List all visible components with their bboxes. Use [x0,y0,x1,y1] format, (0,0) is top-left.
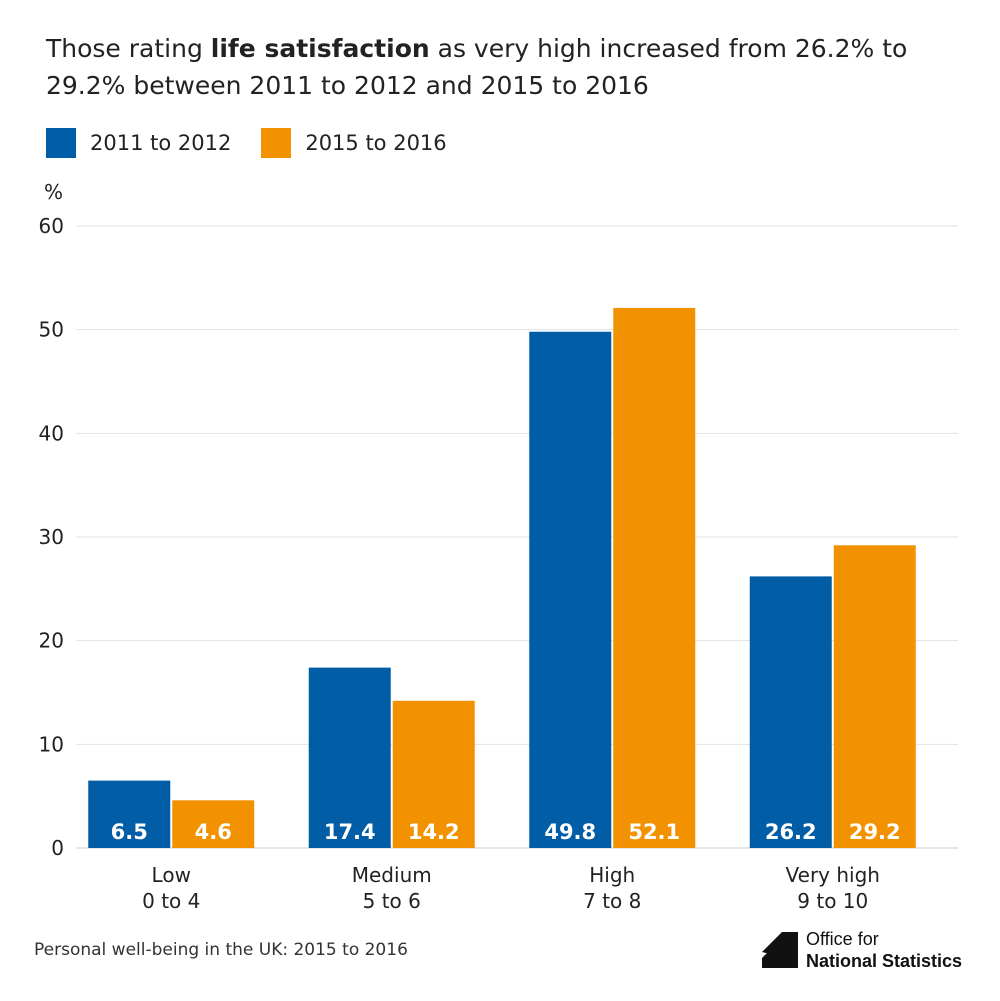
x-tick-label-1-1: 5 to 6 [363,889,421,913]
bar-1-1 [392,700,475,848]
data-label-1-0: 17.4 [324,820,376,844]
legend-swatch-2015 [261,128,292,158]
legend-label-2011: 2011 to 2012 [90,131,232,155]
ons-logo-text: Office for National Statistics [806,928,962,972]
ons-logo-icon [762,932,798,968]
legend-item-2015: 2015 to 2016 [261,128,447,158]
y-tick-label-0: 0 [51,836,64,860]
legend: 2011 to 2012 2015 to 2016 [46,128,477,158]
y-tick-label-20: 20 [39,629,64,653]
x-tick-label-2-0: High [589,863,635,887]
legend-item-2011: 2011 to 2012 [46,128,231,158]
legend-label-2015: 2015 to 2016 [305,131,447,155]
x-tick-label-3-0: Very high [786,863,880,887]
bar-2-1 [613,307,696,848]
bar-3-0 [749,576,832,848]
y-tick-label-60: 60 [39,214,64,238]
legend-swatch-2011 [46,128,76,158]
y-tick-label-10: 10 [39,732,64,756]
data-label-3-1: 29.2 [849,820,901,844]
data-label-0-1: 4.6 [195,820,232,844]
bar-2-0 [529,331,612,848]
bar-0-0 [88,780,171,848]
x-tick-label-0-0: Low [152,863,191,887]
y-tick-label-40: 40 [39,421,64,445]
x-tick-label-1-0: Medium [352,863,432,887]
data-label-1-1: 14.2 [408,820,460,844]
bar-1-0 [308,667,391,848]
x-tick-label-0-1: 0 to 4 [142,889,200,913]
title-suffix: as very high increased from 26.2% to 29.… [46,34,908,100]
bar-0-1 [172,800,255,848]
ons-logo-line1: Office for [806,929,879,949]
bar-3-1 [833,545,916,848]
title-prefix: Those rating [46,34,211,63]
ons-logo: Office for National Statistics [760,928,962,972]
data-label-0-0: 6.5 [111,820,148,844]
y-axis-unit: % [44,180,64,204]
chart-title: Those rating life satisfaction as very h… [46,30,966,104]
x-tick-label-3-1: 9 to 10 [797,889,868,913]
x-tick-label-2-1: 7 to 8 [583,889,641,913]
source-note: Personal well-being in the UK: 2015 to 2… [34,940,408,960]
data-label-2-1: 52.1 [628,820,680,844]
ons-logo-line2: National Statistics [806,951,963,971]
title-bold: life satisfaction [210,34,430,63]
y-tick-label-30: 30 [39,525,64,549]
y-tick-label-50: 50 [39,318,64,342]
data-label-3-0: 26.2 [765,820,817,844]
data-label-2-0: 49.8 [544,820,596,844]
